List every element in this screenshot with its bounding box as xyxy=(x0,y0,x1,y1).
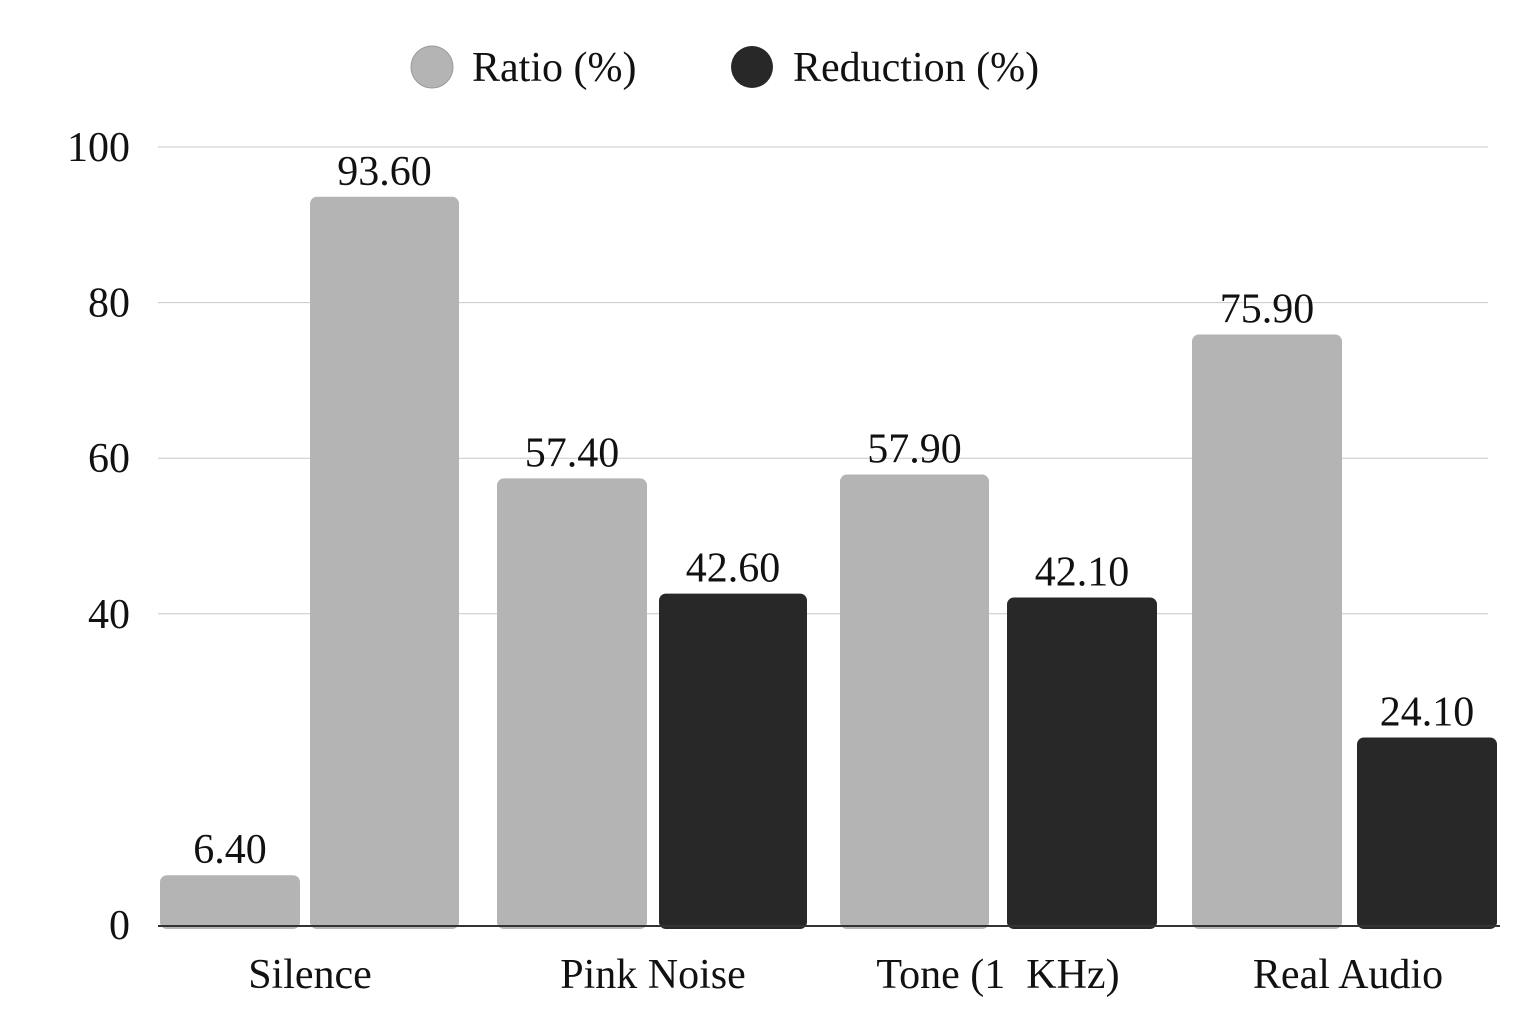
legend: Ratio (%) Reduction (%) xyxy=(410,45,1039,91)
bar-value-label: 42.60 xyxy=(686,546,781,592)
bar-value-label: 75.90 xyxy=(1220,286,1315,332)
y-tick-label: 80 xyxy=(88,281,130,327)
bars: 6.40 93.60 57.40 42.60 57.90 42.10 75.90 24.10 xyxy=(160,149,1497,930)
bar xyxy=(659,593,807,929)
legend-marker-reduction xyxy=(731,46,773,88)
bar xyxy=(310,196,459,930)
legend-label-ratio: Ratio (%) xyxy=(472,45,636,91)
bar xyxy=(1192,334,1342,929)
x-tick-label: Pink Noise xyxy=(560,952,746,998)
bar-value-label: 57.90 xyxy=(867,427,962,473)
bar-value-label: 6.40 xyxy=(193,827,267,873)
x-tick-label: Silence xyxy=(248,952,372,998)
bar xyxy=(1357,737,1497,929)
bar-value-label: 24.10 xyxy=(1380,690,1475,736)
bar-value-label: 57.40 xyxy=(525,430,620,476)
y-tick-label: 60 xyxy=(88,436,130,482)
bar xyxy=(840,474,989,929)
bar xyxy=(497,478,647,929)
y-tick-label: 100 xyxy=(67,125,130,171)
bar xyxy=(160,875,300,929)
legend-marker-ratio xyxy=(410,45,454,89)
legend-label-reduction: Reduction (%) xyxy=(793,45,1039,91)
y-tick-label: 0 xyxy=(109,903,130,949)
x-tick-label: Real Audio xyxy=(1253,952,1443,998)
y-axis: 0 40 60 80 100 xyxy=(67,125,130,949)
bar xyxy=(1007,597,1157,929)
bar-value-label: 93.60 xyxy=(337,149,432,195)
x-tick-label: Tone (1 KHz) xyxy=(876,952,1119,998)
bar-value-label: 42.10 xyxy=(1035,549,1130,595)
y-tick-label: 40 xyxy=(88,592,130,638)
x-axis: Silence Pink Noise Tone (1 KHz) Real Audio xyxy=(158,925,1500,998)
